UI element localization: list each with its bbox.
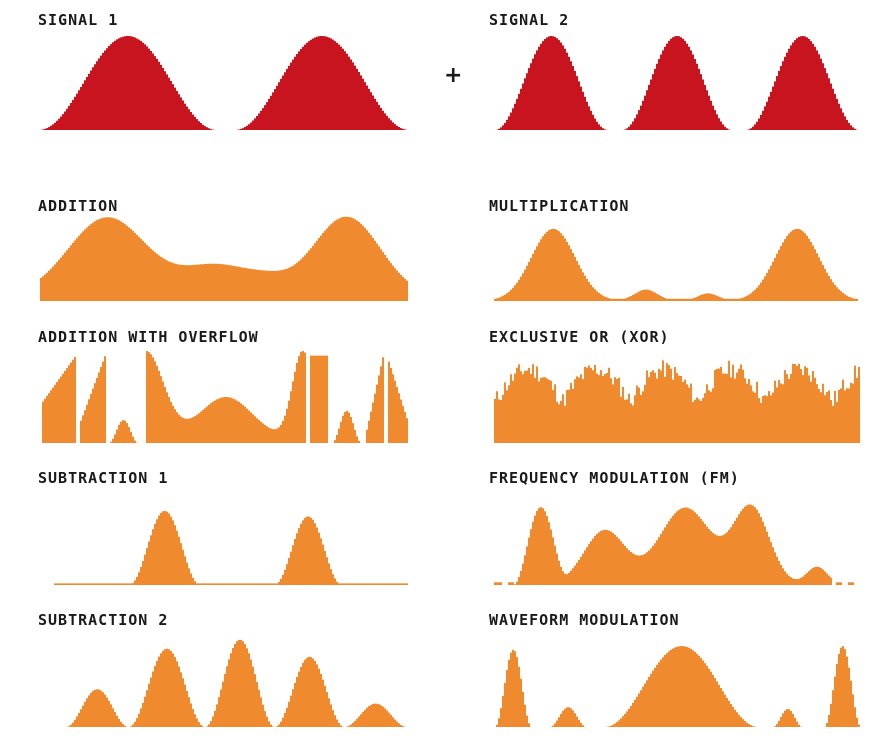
waveform-area	[40, 216, 408, 301]
waveform-area	[38, 36, 408, 130]
waveform-signal-1	[38, 36, 408, 130]
waveform-fm	[494, 504, 860, 585]
waveform-area	[494, 360, 860, 443]
waveform-subtraction-1	[54, 510, 408, 585]
label-addition: ADDITION	[38, 197, 119, 215]
label-multiplication: MULTIPLICATION	[489, 197, 630, 215]
label-addition-overflow: ADDITION WITH OVERFLOW	[38, 328, 259, 346]
label-xor: EXCLUSIVE OR (XOR)	[489, 328, 670, 346]
waveform-multiplication	[494, 228, 858, 301]
waveform-addition	[40, 216, 408, 301]
waveform-signal-2	[494, 36, 858, 130]
label-subtraction-1: SUBTRACTION 1	[38, 469, 169, 487]
waveform-area	[494, 504, 860, 585]
label-signal-1: SIGNAL 1	[38, 11, 119, 29]
waveform-addition-overflow	[42, 351, 408, 443]
label-waveform-modulation: WAVEFORM MODULATION	[489, 611, 680, 629]
waveform-waveform-modulation	[494, 646, 860, 727]
label-fm: FREQUENCY MODULATION (FM)	[489, 469, 740, 487]
waveform-area	[42, 351, 408, 443]
plus-operator: +	[444, 63, 463, 88]
waveform-area	[494, 646, 860, 727]
waveform-area	[494, 228, 858, 301]
waveform-subtraction-2	[58, 639, 406, 727]
waveform-area	[54, 510, 408, 585]
label-subtraction-2: SUBTRACTION 2	[38, 611, 169, 629]
waveform-xor	[494, 360, 860, 443]
label-signal-2: SIGNAL 2	[489, 11, 570, 29]
waveform-area	[494, 36, 858, 130]
waveform-area	[58, 639, 406, 727]
